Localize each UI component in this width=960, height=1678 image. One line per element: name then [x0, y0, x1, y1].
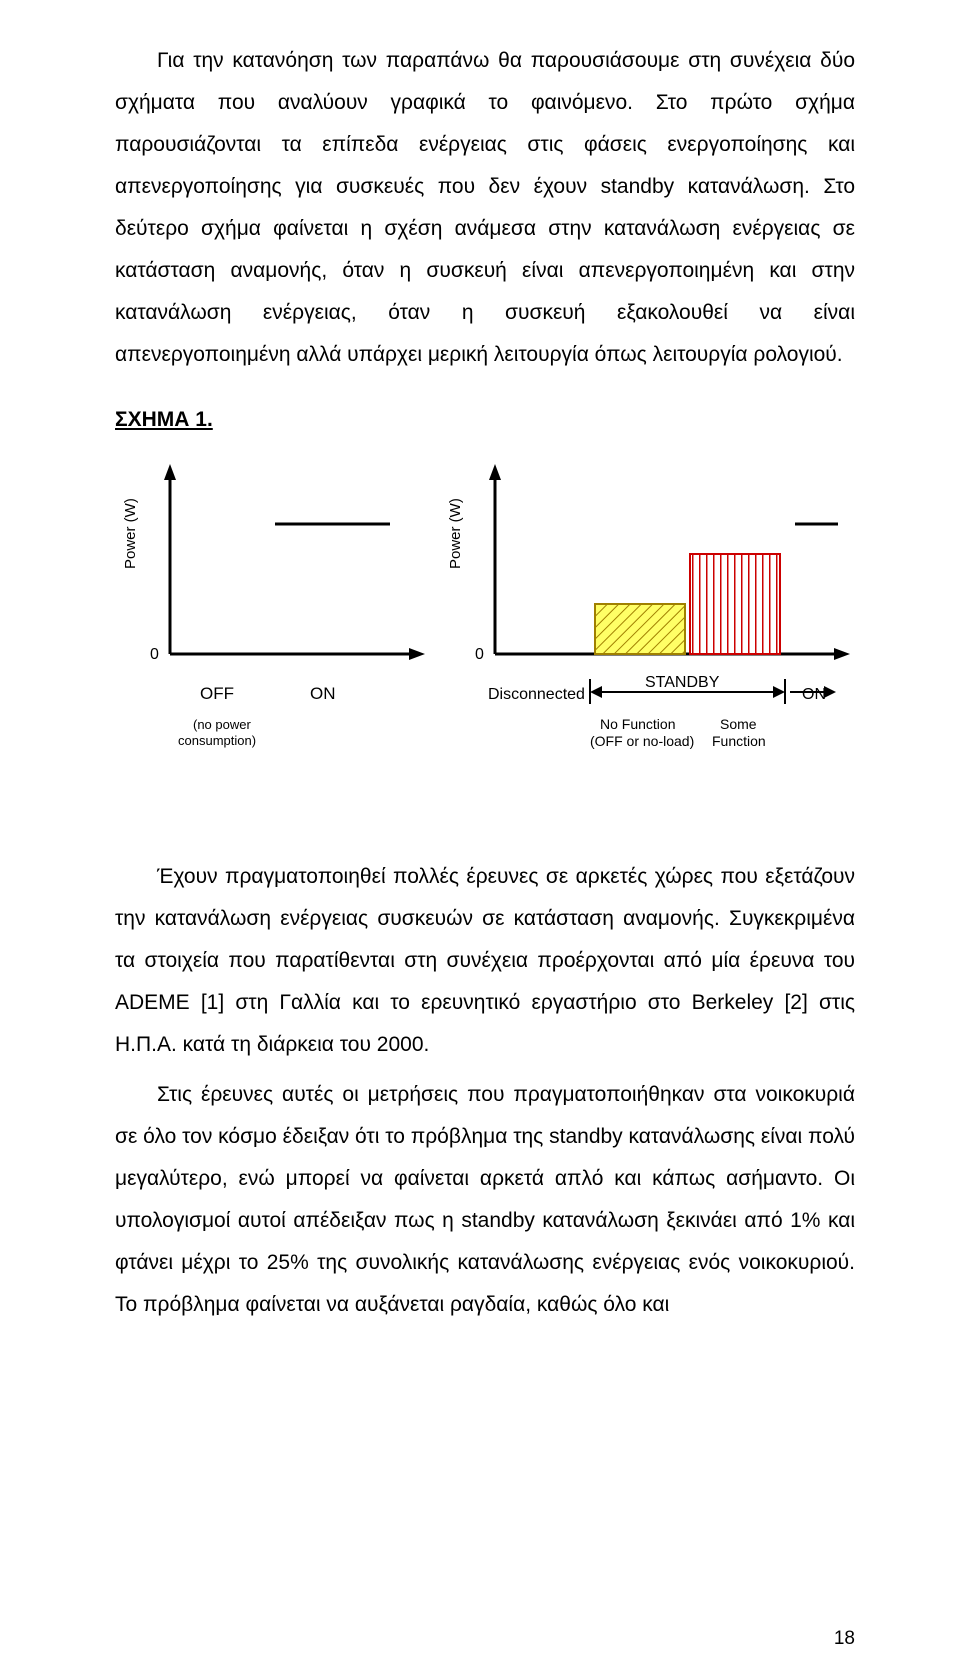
- left-chart: Power (W) 0 OFF ON (no power consumption…: [122, 464, 425, 748]
- right-chart: Power (W) 0 Disconnected: [447, 464, 850, 749]
- standby-bar-nofunction: [595, 604, 685, 654]
- state-label-disconnected: Disconnected: [488, 686, 585, 703]
- standby-sub-right: Some Function: [712, 716, 766, 749]
- paragraph: Έχουν πραγματοποιηθεί πολλές έρευνες σε …: [115, 856, 855, 1066]
- figure-schema-1: Power (W) 0 OFF ON (no power consumption…: [115, 454, 855, 814]
- paragraph-text: Στις έρευνες αυτές οι μετρήσεις που πραγ…: [115, 1083, 855, 1316]
- standby-bar-somefunction: [690, 554, 780, 654]
- state-label-on: ON: [802, 686, 826, 703]
- state-label-on: ON: [310, 684, 336, 703]
- paragraph-text: Έχουν πραγματοποιηθεί πολλές έρευνες σε …: [115, 865, 855, 1056]
- paragraph: Στις έρευνες αυτές οι μετρήσεις που πραγ…: [115, 1074, 855, 1326]
- state-sub-off: (no power consumption): [178, 717, 256, 748]
- state-label-off: OFF: [200, 684, 234, 703]
- axis-zero-label: 0: [150, 646, 159, 663]
- y-axis-label: Power (W): [122, 498, 139, 569]
- standby-sub-left: No Function (OFF or no-load): [590, 716, 694, 749]
- paragraph-text: Για την κατανόηση των παραπάνω θα παρουσ…: [115, 49, 855, 366]
- state-label-standby: STANDBY: [645, 674, 720, 691]
- y-axis-label: Power (W): [447, 498, 464, 569]
- figure-heading: ΣΧΗΜΑ 1.: [115, 408, 855, 432]
- page-number: 18: [834, 1628, 855, 1650]
- figure-svg: Power (W) 0 OFF ON (no power consumption…: [115, 454, 855, 814]
- paragraph: Για την κατανόηση των παραπάνω θα παρουσ…: [115, 40, 855, 376]
- axis-zero-label: 0: [475, 646, 484, 663]
- document-page: Για την κατανόηση των παραπάνω θα παρουσ…: [0, 0, 960, 1678]
